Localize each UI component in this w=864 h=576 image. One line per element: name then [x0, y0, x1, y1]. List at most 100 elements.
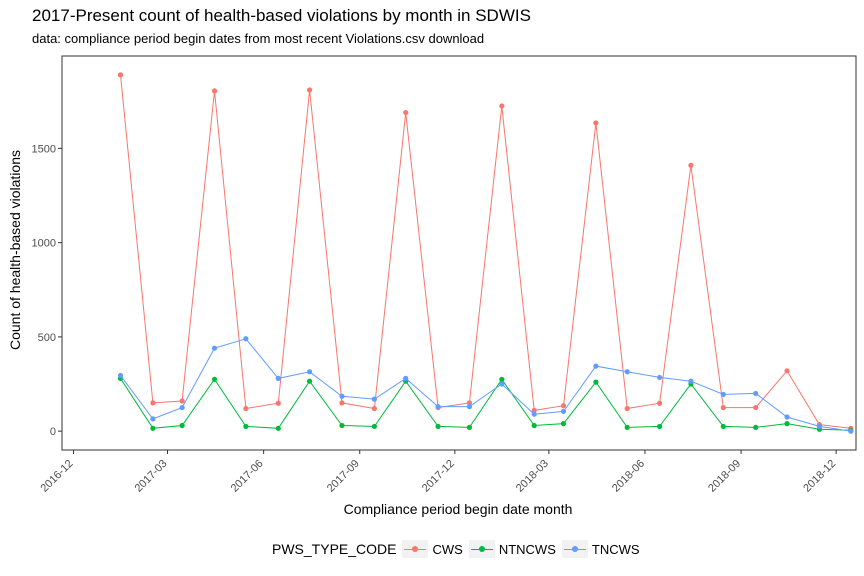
x-tick-label: 2017-12 [420, 458, 457, 495]
data-point-tncws [499, 381, 505, 387]
data-point-tncws [593, 363, 599, 369]
data-point-tncws [179, 404, 185, 411]
data-point-cws [403, 109, 409, 116]
y-tick-label: 1500 [32, 143, 56, 155]
data-point-cws [753, 404, 759, 411]
x-tick-label: 2018-09 [706, 458, 743, 495]
data-point-tncws [624, 369, 630, 375]
series-line-tncws [120, 338, 851, 432]
legend-item-tncws: TNCWS [561, 540, 640, 558]
series-line-ntncws [120, 378, 851, 431]
data-point-tncws [275, 375, 281, 381]
legend-key-ntncws [468, 540, 495, 558]
data-point-tncws [211, 345, 218, 351]
data-point-cws [624, 405, 630, 412]
data-point-ntncws [371, 423, 377, 430]
data-point-ntncws [339, 422, 345, 429]
x-tick-label: 2018-03 [514, 458, 551, 495]
legend-label-ntncws: NTNCWS [498, 541, 556, 557]
data-point-cws [179, 398, 185, 404]
data-point-ntncws [531, 422, 537, 429]
data-point-tncws [466, 404, 473, 410]
chart-title: 2017-Present count of health-based viola… [32, 6, 531, 25]
data-point-cws [307, 87, 313, 93]
data-point-tncws [688, 378, 694, 384]
data-point-tncws [656, 374, 663, 381]
data-point-tncws [816, 423, 823, 430]
data-point-tncws [435, 404, 441, 410]
y-tick-label: 0 [50, 426, 56, 438]
data-point-tncws [848, 428, 854, 434]
data-point-ntncws [753, 424, 759, 430]
data-point-ntncws [593, 379, 599, 385]
x-tick-label: 2018-06 [610, 458, 647, 495]
legend-dot-cws [412, 546, 419, 552]
y-tick-label: 1000 [32, 238, 56, 250]
data-point-tncws [117, 372, 124, 379]
data-point-ntncws [211, 376, 218, 382]
plot-panel-border [61, 55, 857, 451]
data-point-cws [150, 400, 156, 406]
data-point-tncws [784, 414, 790, 420]
data-point-ntncws [243, 423, 249, 430]
x-tick-label: 2016-12 [39, 458, 76, 495]
data-point-tncws [150, 416, 156, 422]
data-point-ntncws [307, 378, 313, 384]
legend-title: PWS_TYPE_CODE [272, 541, 397, 557]
data-point-cws [560, 403, 567, 409]
data-point-ntncws [275, 425, 281, 431]
data-point-tncws [307, 369, 313, 375]
data-point-cws [784, 368, 790, 374]
data-point-cws [656, 400, 663, 406]
legend-key-cws [402, 540, 429, 558]
x-axis-title: Compliance period begin date month [344, 501, 573, 517]
data-point-cws [499, 103, 505, 109]
data-point-tncws [531, 411, 537, 417]
x-tick-label: 2017-06 [229, 458, 266, 495]
data-point-cws [593, 120, 599, 126]
data-point-ntncws [179, 422, 185, 429]
data-point-tncws [753, 390, 759, 397]
legend-key-tncws [561, 540, 588, 558]
data-point-tncws [339, 393, 345, 399]
chart-subtitle: data: compliance period begin dates from… [32, 31, 485, 46]
data-point-cws [688, 162, 694, 168]
legend-dot-ntncws [478, 546, 485, 552]
y-tick-label: 500 [38, 332, 56, 344]
x-tick-label: 2018-12 [801, 458, 838, 495]
data-point-ntncws [784, 421, 790, 427]
data-point-ntncws [466, 424, 473, 430]
data-point-ntncws [720, 423, 726, 430]
data-point-ntncws [150, 425, 156, 431]
legend-dot-tncws [571, 546, 578, 552]
data-point-ntncws [656, 423, 663, 430]
legend-item-ntncws: NTNCWS [468, 540, 556, 558]
series-line-cws [120, 74, 851, 429]
data-point-ntncws [499, 376, 505, 382]
legend-label-cws: CWS [432, 541, 463, 557]
legend-item-cws: CWS [402, 540, 463, 558]
plot-area: 0 500 1000 1500 2016-12 2017-03 2017-06 2017-09… [32, 55, 857, 495]
data-point-cws [466, 400, 473, 406]
data-point-cws [339, 400, 345, 406]
data-point-ntncws [560, 421, 567, 427]
data-point-cws [371, 405, 377, 412]
data-point-cws [243, 405, 249, 412]
data-point-tncws [403, 375, 409, 381]
legend-label-tncws: TNCWS [591, 541, 640, 557]
data-point-cws [531, 407, 537, 414]
data-point-cws [211, 88, 218, 94]
data-point-tncws [720, 391, 726, 397]
y-axis-title: Count of health-based violations [7, 150, 23, 350]
data-point-tncws [243, 336, 249, 342]
legend: PWS_TYPE_CODE CWS NTNCWS TNCWS [272, 540, 646, 558]
data-point-cws [117, 72, 124, 78]
x-tick-label: 2017-03 [133, 458, 170, 495]
x-tick-label: 2017-09 [325, 458, 362, 495]
data-point-tncws [560, 408, 567, 414]
data-point-cws [275, 400, 281, 406]
data-point-ntncws [435, 423, 441, 430]
data-point-tncws [371, 396, 377, 402]
data-point-ntncws [624, 424, 630, 430]
